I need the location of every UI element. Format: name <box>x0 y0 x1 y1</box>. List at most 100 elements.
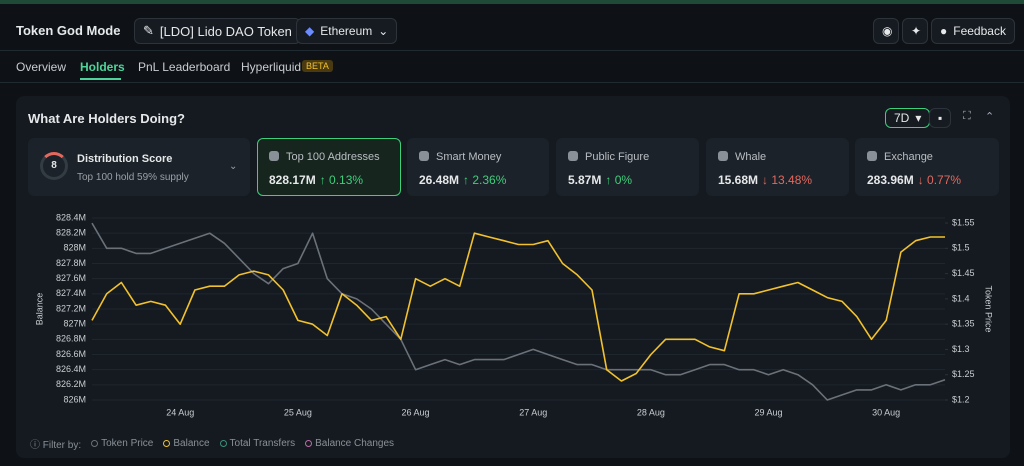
card-label: Smart Money <box>436 151 502 163</box>
legend-label: Total Transfers <box>229 438 296 449</box>
card-value: 5.87M <box>568 173 602 187</box>
y-axis-title: Balance <box>34 293 44 326</box>
legend-swatch <box>163 440 171 447</box>
card-label: Public Figure <box>585 151 650 163</box>
card-change: ↓ 0.77% <box>917 173 962 187</box>
score-ring: 8 <box>40 152 68 180</box>
x-tick-label: 26 Aug <box>402 407 430 417</box>
y-tick-label: 826.2M <box>56 379 86 389</box>
series-line <box>91 222 946 401</box>
calendar-button[interactable]: ▪ <box>929 108 951 128</box>
legend-item[interactable]: Total Transfers <box>219 438 296 449</box>
filter-label: ⓘ Filter by: <box>30 440 82 451</box>
y2-tick-label: $1.2 <box>952 394 970 404</box>
stat-card[interactable]: Top 100 Addresses 828.17M ↑ 0.13% <box>257 138 401 196</box>
card-icon <box>568 151 578 161</box>
distribution-title: Distribution Score <box>77 153 173 165</box>
stat-card[interactable]: Exchange 283.96M ↓ 0.77% <box>855 138 999 196</box>
y-tick-label: 827.8M <box>56 258 86 268</box>
card-label: Exchange <box>884 151 933 163</box>
legend-label: Balance Changes <box>315 438 395 449</box>
legend-item[interactable]: Token Price <box>91 438 153 449</box>
legend: ⓘ Filter by: Token Price Balance Total Tran… <box>30 436 394 451</box>
y-tick-label: 827.2M <box>56 303 86 313</box>
legend-label: Token Price <box>101 438 154 449</box>
chain-selector[interactable]: ◆ Ethereum ⌄ <box>296 18 398 44</box>
card-value: 15.68M <box>718 173 759 187</box>
tab-underline <box>80 78 121 80</box>
y-tick-label: 827.4M <box>56 288 86 298</box>
card-icon <box>269 151 279 161</box>
series-line <box>91 232 945 382</box>
legend-item[interactable]: Balance Changes <box>305 438 394 449</box>
chain-name: Ethereum <box>320 24 373 38</box>
x-tick-label: 28 Aug <box>637 407 665 417</box>
y-tick-label: 826.4M <box>56 364 86 374</box>
app-title: Token God Mode <box>16 23 121 38</box>
tab[interactable]: PnL Leaderboard <box>138 60 231 74</box>
card-change: ↓ 13.48% <box>762 173 813 187</box>
distribution-card[interactable]: 8 Distribution Score Top 100 hold 59% su… <box>28 138 250 196</box>
y-tick-label: 826.8M <box>56 334 86 344</box>
x-tick-label: 25 Aug <box>284 407 312 417</box>
x-tick-label: 30 Aug <box>872 407 900 417</box>
y-tick-label: 827.6M <box>56 273 86 283</box>
y2-tick-label: $1.4 <box>952 293 970 303</box>
card-label: Top 100 Addresses <box>286 151 380 163</box>
card-value: 26.48M <box>419 173 460 187</box>
y2-axis-title: Token Price <box>984 285 994 332</box>
x-tick-label: 27 Aug <box>519 407 547 417</box>
x-tick-label: 24 Aug <box>166 407 194 417</box>
card-change: ↑ 2.36% <box>463 173 507 187</box>
range-select[interactable]: 7D ▾ <box>885 108 931 128</box>
y2-tick-label: $1.25 <box>952 369 975 379</box>
stat-card[interactable]: Whale 15.68M ↓ 13.48% <box>706 138 849 196</box>
card-value: 283.96M <box>867 173 914 187</box>
tab[interactable]: Hyperliquid <box>241 60 302 74</box>
distribution-subtitle: Top 100 hold 59% supply <box>77 172 189 183</box>
card-change: ↑ 0% <box>605 173 633 187</box>
top-bar <box>0 0 1024 4</box>
y-tick-label: 826M <box>63 394 86 404</box>
tab[interactable]: Overview <box>16 60 67 74</box>
tab-active[interactable]: Holders <box>80 60 125 74</box>
legend-swatch <box>219 440 227 447</box>
watch-button[interactable]: ◉ <box>873 18 899 44</box>
y-tick-label: 828.2M <box>56 228 86 238</box>
legend-label: Balance <box>173 438 210 449</box>
y2-tick-label: $1.45 <box>952 268 975 278</box>
y-tick-label: 828.4M <box>56 212 86 222</box>
card-icon <box>867 151 877 161</box>
legend-swatch <box>91 440 99 447</box>
chevron: ⌄ <box>229 161 238 172</box>
divider <box>0 82 1024 83</box>
legend-swatch <box>305 440 313 447</box>
feedback-button[interactable]: ● Feedback <box>931 18 1015 44</box>
card-change: ↑ 0.13% <box>319 173 364 187</box>
y-tick-label: 828M <box>63 243 86 253</box>
token-name: [LDO] Lido DAO Token <box>159 23 292 39</box>
y2-tick-label: $1.35 <box>952 319 975 329</box>
card-value: 828.17M <box>269 173 316 187</box>
beta-badge: BETA <box>302 60 333 72</box>
pin-button[interactable]: ✦ <box>902 18 928 44</box>
y2-tick-label: $1.55 <box>952 217 975 227</box>
stat-card[interactable]: Public Figure 5.87M ↑ 0% <box>556 138 699 196</box>
feedback-label: Feedback <box>953 24 1006 38</box>
y-tick-label: 826.6M <box>56 349 86 359</box>
expand-button[interactable]: ⛶ <box>963 110 971 122</box>
range-label: 7D <box>894 111 910 125</box>
y-tick-label: 827M <box>63 319 86 329</box>
stat-card[interactable]: Smart Money 26.48M ↑ 2.36% <box>407 138 549 196</box>
panel-title: What Are Holders Doing? <box>28 111 185 126</box>
card-icon <box>718 151 728 161</box>
card-label: Whale <box>735 151 767 163</box>
divider <box>0 50 1024 51</box>
card-icon <box>419 151 429 161</box>
token-selector[interactable]: ✎ [LDO] Lido DAO Token <box>134 18 301 44</box>
collapse-button[interactable]: ⌃ <box>985 111 995 123</box>
x-tick-label: 29 Aug <box>755 407 783 417</box>
legend-item[interactable]: Balance <box>163 438 210 449</box>
chart: Balance Token Price 826M 826.2M 826.4M 826.… <box>34 212 994 417</box>
